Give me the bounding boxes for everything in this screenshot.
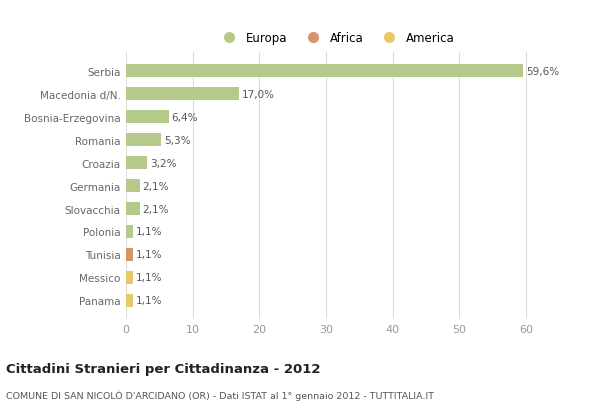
Bar bbox=[126, 180, 140, 192]
Bar bbox=[126, 88, 239, 101]
Bar bbox=[126, 249, 133, 261]
Bar bbox=[126, 65, 523, 78]
Bar bbox=[126, 294, 133, 307]
Text: 3,2%: 3,2% bbox=[150, 158, 176, 168]
Bar bbox=[126, 203, 140, 215]
Legend: Europa, Africa, America: Europa, Africa, America bbox=[212, 27, 460, 49]
Bar bbox=[126, 226, 133, 238]
Bar bbox=[126, 272, 133, 284]
Text: 5,3%: 5,3% bbox=[164, 135, 191, 145]
Text: Cittadini Stranieri per Cittadinanza - 2012: Cittadini Stranieri per Cittadinanza - 2… bbox=[6, 362, 320, 375]
Text: 1,1%: 1,1% bbox=[136, 273, 163, 283]
Text: 17,0%: 17,0% bbox=[242, 90, 275, 99]
Bar bbox=[126, 111, 169, 124]
Text: 1,1%: 1,1% bbox=[136, 296, 163, 306]
Text: 2,1%: 2,1% bbox=[143, 181, 169, 191]
Text: COMUNE DI SAN NICOLÒ D'ARCIDANO (OR) - Dati ISTAT al 1° gennaio 2012 - TUTTITALI: COMUNE DI SAN NICOLÒ D'ARCIDANO (OR) - D… bbox=[6, 389, 434, 400]
Text: 2,1%: 2,1% bbox=[143, 204, 169, 214]
Text: 1,1%: 1,1% bbox=[136, 227, 163, 237]
Text: 59,6%: 59,6% bbox=[526, 67, 559, 76]
Bar bbox=[126, 157, 148, 169]
Text: 6,4%: 6,4% bbox=[172, 112, 198, 122]
Bar bbox=[126, 134, 161, 146]
Text: 1,1%: 1,1% bbox=[136, 250, 163, 260]
